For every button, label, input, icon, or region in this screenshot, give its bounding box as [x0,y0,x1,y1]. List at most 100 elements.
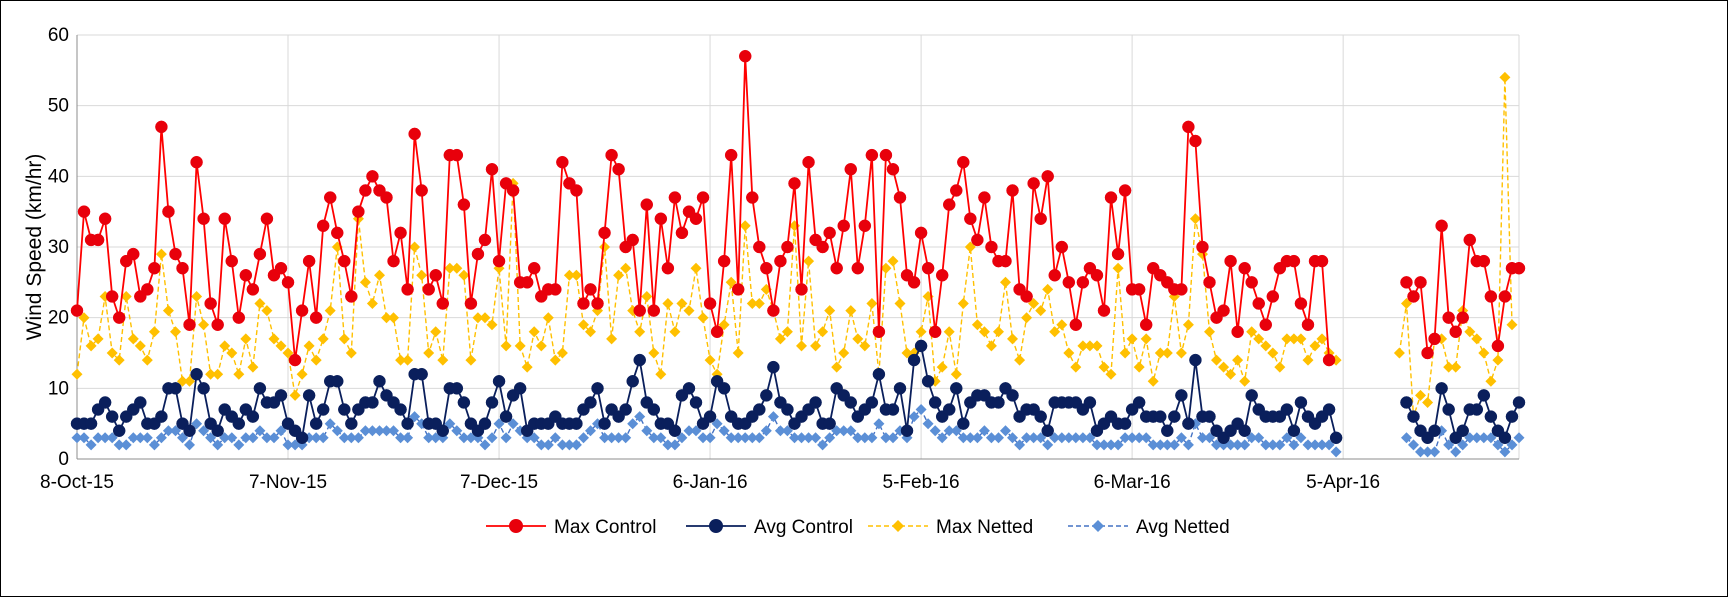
data-point [978,191,991,204]
data-point [191,291,203,302]
data-point [127,432,139,444]
data-point [521,361,533,373]
data-point [796,340,807,352]
data-point [1090,269,1104,282]
data-point [1056,432,1068,444]
data-point [957,155,970,169]
data-point [98,396,112,409]
data-point [388,312,399,324]
data-point [914,226,928,240]
data-point [296,368,308,380]
data-point [1422,397,1434,408]
data-point [1301,318,1315,331]
data-point [753,240,766,254]
data-point [943,326,955,338]
data-point [323,191,337,204]
data-point [113,439,125,451]
data-point [1422,446,1434,458]
data-point [1287,424,1301,437]
data-point [556,155,569,169]
data-point [858,219,872,233]
data-point [1506,319,1518,331]
data-point [886,163,900,176]
data-point [485,396,499,409]
data-point [1161,347,1173,359]
x-tick-label: 5-Apr-16 [1306,472,1380,493]
data-point [106,347,118,359]
data-point [359,184,372,197]
data-point [288,353,302,367]
data-point [1048,269,1061,282]
data-point [1492,354,1504,366]
data-point [394,226,407,240]
data-point [1253,333,1265,345]
data-point [599,241,611,253]
data-point [1197,432,1208,444]
data-point [900,424,914,437]
data-point [190,367,203,381]
data-point [127,247,140,261]
data-point [1245,276,1258,289]
data-point [683,305,695,317]
data-point [78,432,90,444]
data-point [338,333,350,345]
data-point [838,347,850,359]
data-point [880,432,892,444]
data-point [1119,432,1131,444]
data-point [1083,396,1097,409]
data-point [626,233,639,247]
data-point [993,432,1004,444]
data-point [92,432,104,444]
data-point [254,425,266,437]
data-point [978,326,990,338]
data-point [1442,403,1455,416]
data-point [993,326,1004,338]
data-point [1118,184,1132,197]
data-point [1485,375,1497,387]
data-point [345,347,357,359]
data-point [1182,417,1195,430]
data-point [99,432,111,444]
data-point [1239,439,1251,451]
data-point [1203,276,1216,289]
data-point [823,226,836,240]
data-point [851,261,865,275]
data-point [422,283,435,296]
y-tick-label: 30 [48,237,69,258]
data-point [1189,213,1201,225]
data-point [710,325,724,339]
data-point [922,418,934,430]
data-point [563,439,575,451]
data-point [1204,326,1215,338]
data-point [570,417,583,430]
data-point [268,333,280,345]
data-point [936,432,948,444]
data-point [401,417,414,430]
data-point [1294,297,1308,310]
data-point [760,389,773,402]
data-point [810,340,822,352]
data-point [155,410,168,423]
data-point [232,311,246,324]
data-point [423,347,435,359]
data-point [584,396,597,409]
data-point [1499,71,1511,83]
data-point [324,305,336,317]
data-point [1007,333,1018,345]
data-point [338,432,350,444]
data-point [803,432,815,444]
data-point [1400,276,1413,289]
data-point [1456,311,1469,324]
data-point [802,155,815,169]
data-point [478,417,492,430]
data-point [112,424,126,437]
data-point [542,312,554,324]
data-point [788,177,801,190]
data-point [803,255,815,267]
data-point [134,396,147,409]
data-point [1491,339,1505,353]
data-point [247,432,259,444]
data-point [437,354,449,366]
data-point [317,432,329,444]
data-point [260,212,274,225]
